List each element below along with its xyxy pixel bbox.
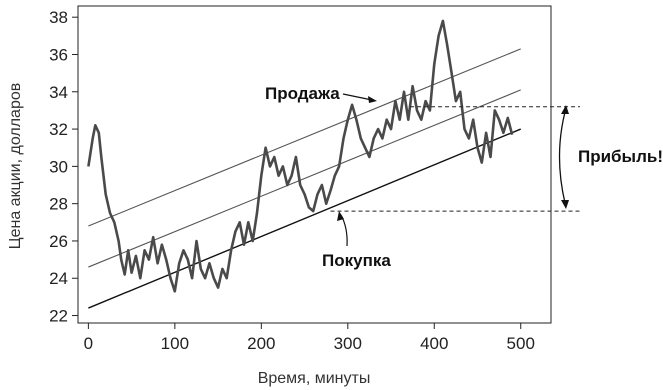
plot-frame [77,5,552,324]
buy-annotation: Покупка [322,251,391,270]
x-tick-label: 0 [84,334,93,353]
y-tick-label: 30 [49,157,68,176]
sell-arrowhead [368,96,377,103]
x-tick-label: 300 [334,334,362,353]
y-tick-label: 36 [49,45,68,64]
trend-lines [88,48,522,309]
trend-line-2 [88,89,521,268]
x-axis-label: Время, минуты [258,370,371,387]
y-tick-label: 24 [49,269,68,288]
y-tick-label: 38 [49,8,68,27]
y-tick-label: 32 [49,120,68,139]
sell-arrow [342,93,373,101]
sell-annotation: Продажа [265,84,340,103]
trend-line-3 [88,48,521,227]
x-tick-label: 400 [420,334,448,353]
y-tick-label: 34 [49,83,68,102]
buy-arrow [340,214,348,247]
buy-arrowhead [337,211,344,221]
trend-line-1 [88,128,522,309]
profit-annotation: Прибыль! [578,147,663,166]
profit-arrowhead-bottom [561,200,569,209]
y-axis-label: Цена акции, долларов [7,83,24,250]
axis-ticks: 0 100 200 300 400 500 22 24 26 28 30 32 34 36 38 [49,8,535,353]
x-tick-label: 200 [247,334,275,353]
y-tick-label: 26 [49,232,68,251]
y-tick-label: 22 [49,307,68,326]
x-tick-label: 500 [507,334,535,353]
price-series-line [87,19,514,293]
profit-arrowhead-top [561,105,569,114]
profit-arrow [558,111,566,204]
x-tick-label: 100 [161,334,189,353]
y-tick-label: 28 [49,195,68,214]
